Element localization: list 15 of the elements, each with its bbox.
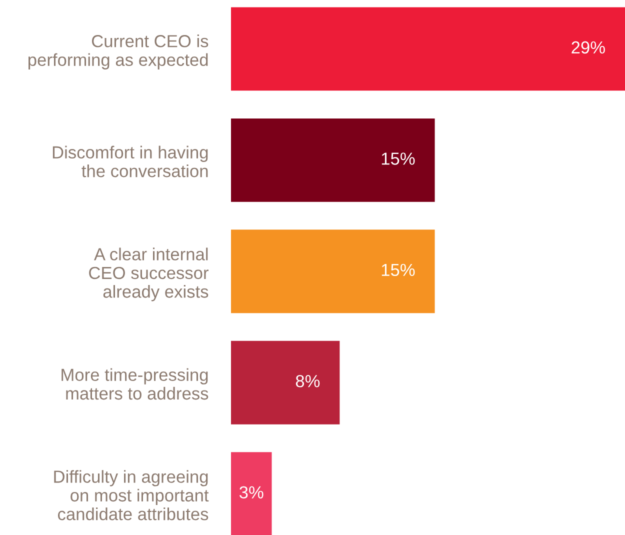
bar [231,118,435,202]
y-tick-label: Current CEO is performing as expected [28,34,208,70]
bar [231,230,435,314]
y-tick-label: Difficulty in agreeing on most important candidate attributes [54,470,209,520]
bar [231,340,340,424]
data-label: 8% [296,374,320,388]
bar [231,7,625,91]
data-label: 29% [572,41,605,54]
y-tick-label: More time-pressing matters to address [62,368,208,400]
bar [231,452,272,535]
y-tick-label: Discomfort in having the conversation [52,146,208,178]
data-label: 15% [382,264,415,276]
data-label: 15% [382,152,415,165]
y-tick-label: A clear internal CEO successor already exists [89,248,208,302]
data-label: 3% [239,486,264,499]
